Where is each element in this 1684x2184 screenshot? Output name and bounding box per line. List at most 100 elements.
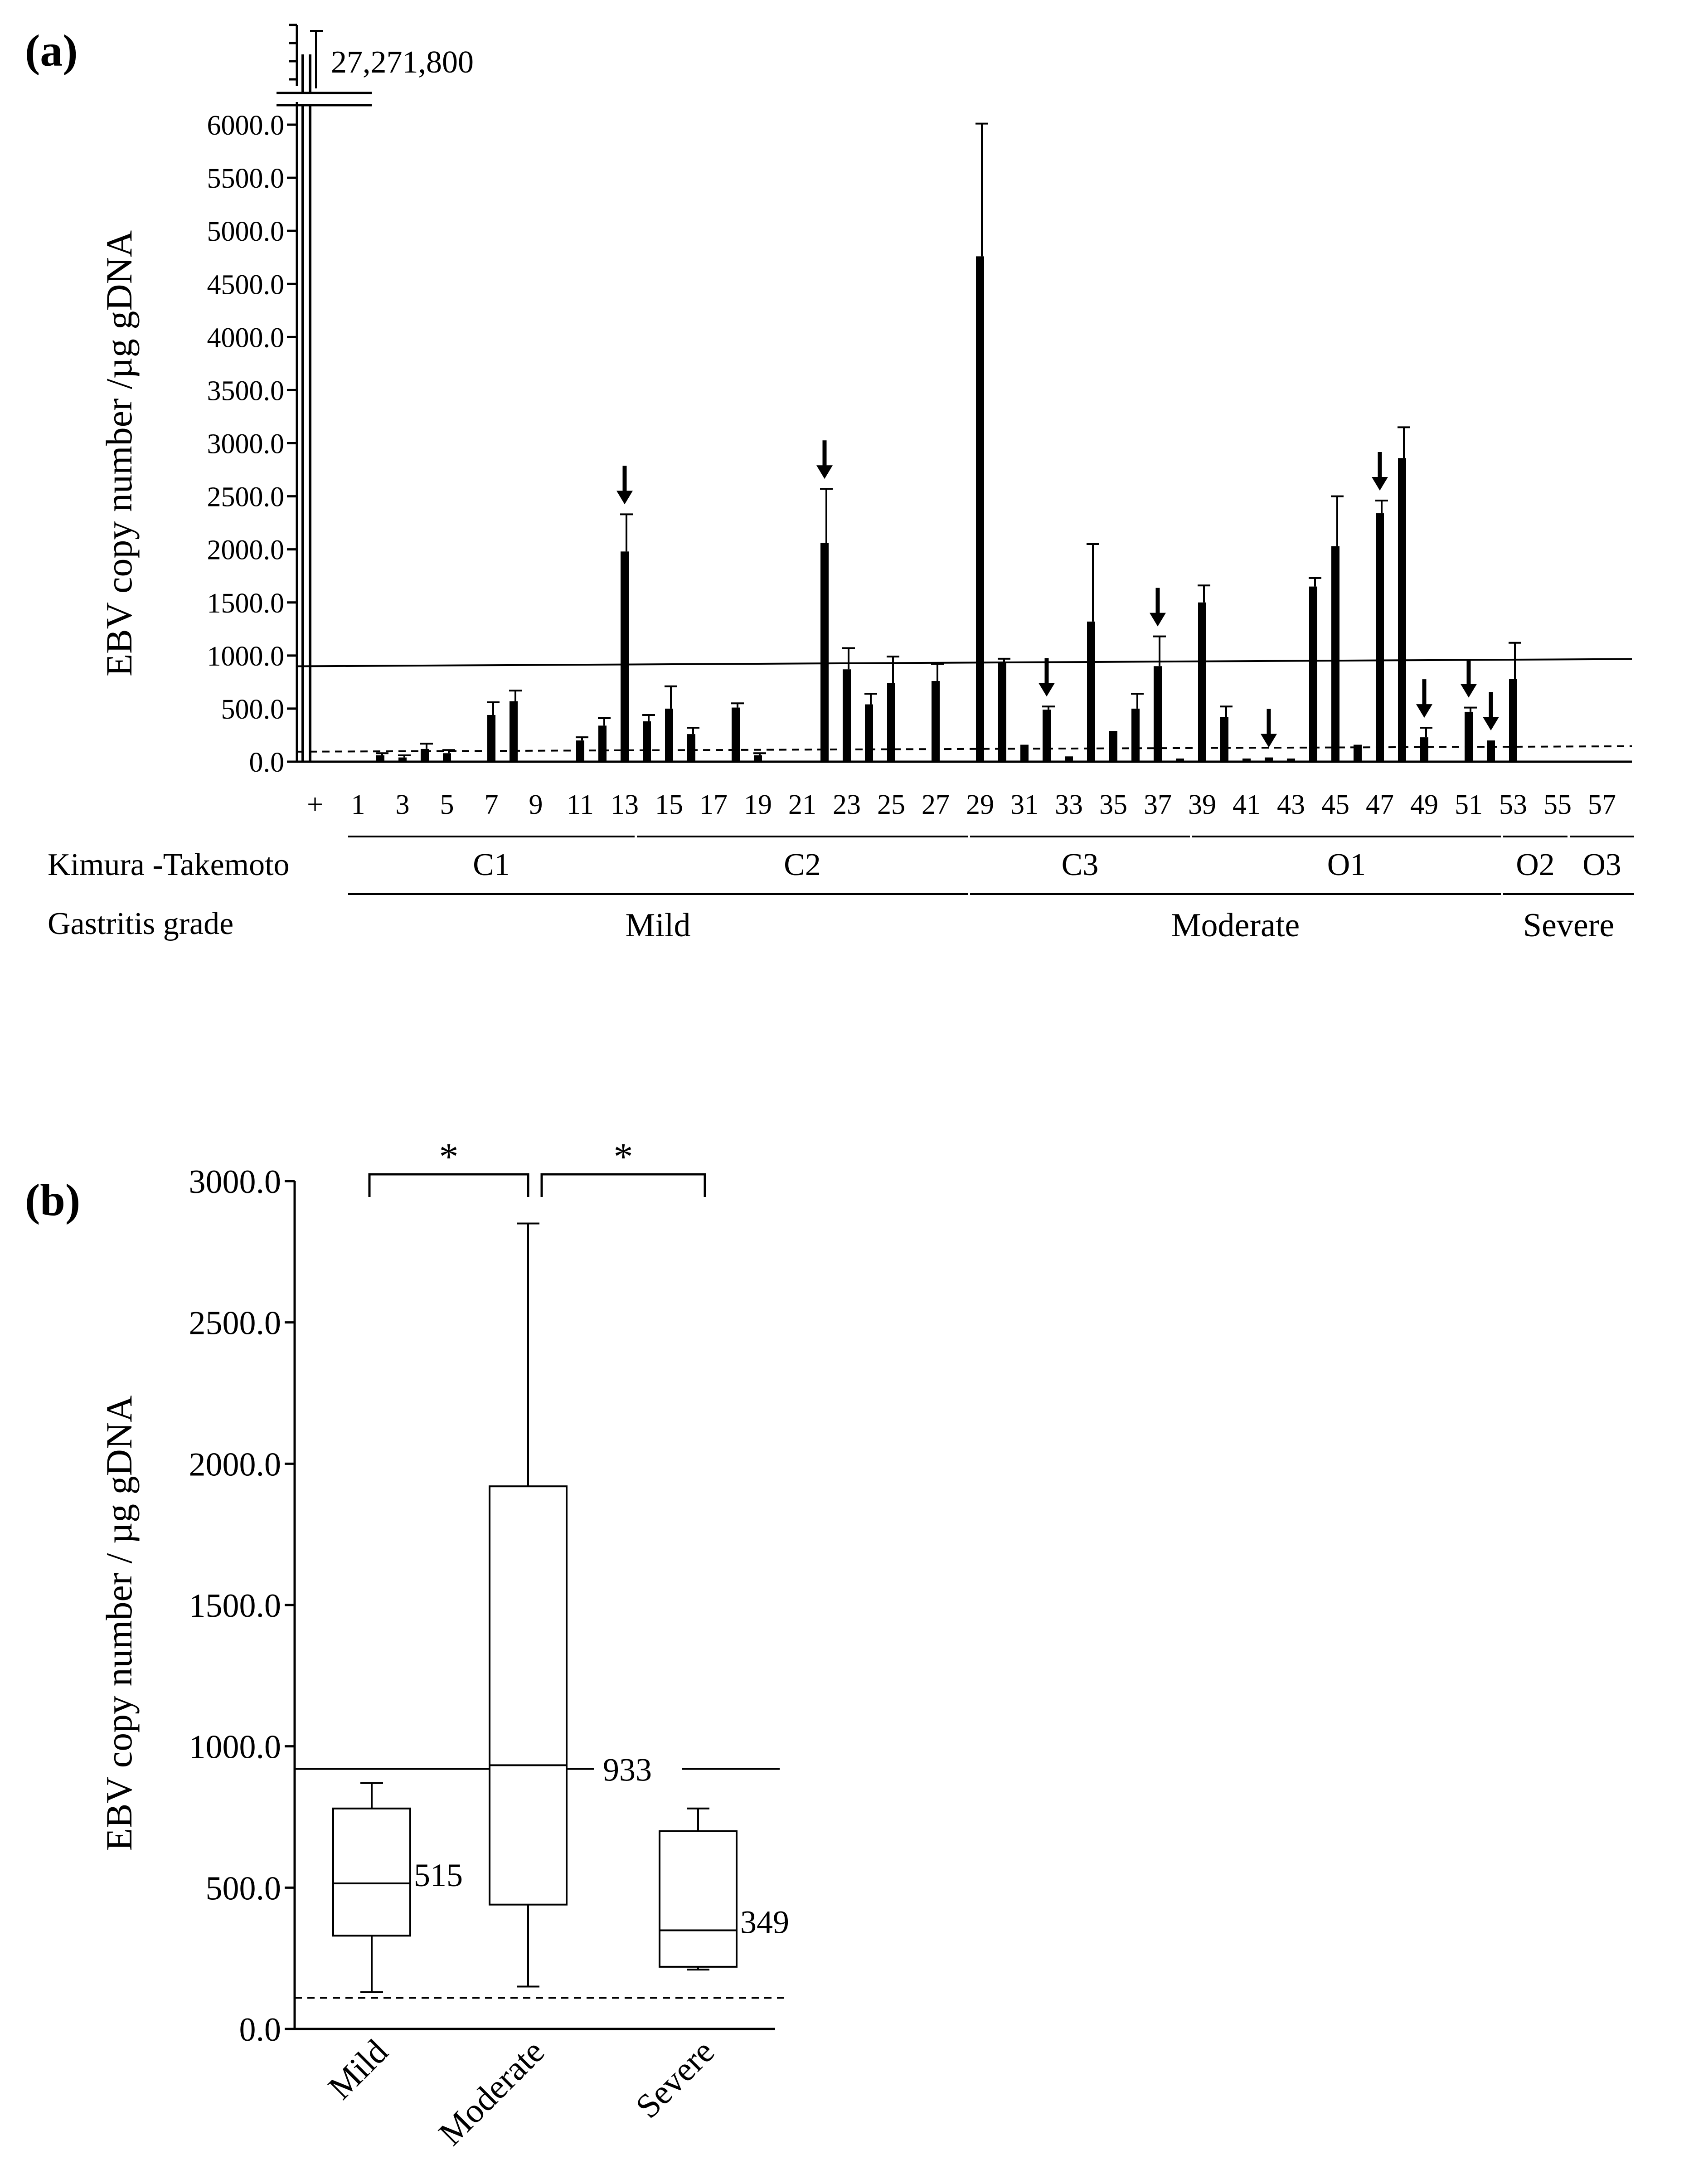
- classification-label: O1: [1327, 847, 1366, 882]
- x-tick-label: 37: [1144, 789, 1172, 820]
- bar: [532, 760, 540, 762]
- x-tick-labels-a: 1 3 5 7 9 11 13 15 17 19 21 23 25 27 29 31 33 35 37 39 41 43 4…: [351, 789, 1616, 820]
- y-axis-title-a: EBV copy number /µg gDNA: [98, 230, 140, 676]
- bar: [1154, 666, 1162, 762]
- x-tick-label: 31: [1010, 789, 1039, 820]
- x-tick-label: 17: [699, 789, 728, 820]
- y-tick-label: 1000.0: [207, 641, 285, 672]
- bar: [1265, 757, 1273, 762]
- y-tick-label: 1500.0: [207, 588, 285, 619]
- threshold-solid-line: [296, 658, 1632, 667]
- bar: [732, 707, 740, 762]
- bars-a: [354, 122, 1628, 762]
- arrow-marker-head: [1461, 684, 1477, 698]
- bar: [1576, 760, 1584, 762]
- y-axis-ticks-a: 0.0 500.0 1000.0 1500.0 2000.0 2500.0 3000.0 35…: [207, 110, 297, 778]
- significance-bracket: [540, 1173, 706, 1197]
- bar: [1331, 546, 1339, 762]
- arrow-marker-head: [616, 491, 633, 505]
- classification-label: O2: [1516, 847, 1555, 882]
- y-tick-label: 5500.0: [207, 163, 285, 194]
- y-tick-label: 2500.0: [189, 1305, 281, 1342]
- bar: [1131, 708, 1140, 762]
- median-label: 515: [414, 1857, 463, 1893]
- bar: [576, 740, 584, 762]
- bar: [1376, 513, 1384, 762]
- bar: [954, 760, 962, 762]
- x-category-label: Severe: [628, 2033, 722, 2126]
- significance-bracket: [368, 1173, 529, 1197]
- x-tick-label: 47: [1366, 789, 1394, 820]
- y-tick-label: 2000.0: [207, 535, 285, 566]
- x-tick-label: 21: [788, 789, 816, 820]
- box: [332, 1807, 411, 1937]
- panel-a-label: (a): [25, 25, 78, 76]
- x-tick-label: 29: [966, 789, 994, 820]
- bar: [909, 760, 917, 762]
- bar: [932, 681, 940, 762]
- x-tick-label: 33: [1055, 789, 1083, 820]
- threshold-dashed-line: [296, 745, 1632, 753]
- axes-b: [293, 1181, 775, 2030]
- grade-title: Gastritis grade: [48, 906, 233, 941]
- bar: [398, 757, 407, 762]
- x-tick-label: 45: [1321, 789, 1349, 820]
- bar: [376, 755, 384, 762]
- x-tick-label: 15: [655, 789, 683, 820]
- x-tick-label: 49: [1410, 789, 1438, 820]
- significance-brackets: * *: [368, 1135, 706, 1197]
- y-tick-label: 500.0: [206, 1870, 281, 1907]
- classification-label: C3: [1062, 847, 1099, 882]
- group-annotations: C1 C2 C3 O1 O2 O3 Mild Moderate Severe: [348, 836, 1634, 944]
- x-tick-label: 27: [922, 789, 950, 820]
- positive-control-label: +: [307, 788, 323, 820]
- arrow-marker-head: [1416, 704, 1432, 718]
- bar: [1553, 760, 1562, 762]
- x-category-labels-b: Mild Moderate Severe: [321, 2033, 722, 2153]
- x-tick-label: 19: [744, 789, 772, 820]
- y-axis-ticks-b: 0.0 500.0 1000.0 1500.0 2000.0 2500.0 3000.0: [189, 1163, 295, 2048]
- bar: [665, 708, 673, 762]
- x-tick-label: 25: [877, 789, 905, 820]
- x-tick-label: 1: [351, 789, 365, 820]
- y-tick-label: 2000.0: [189, 1446, 281, 1483]
- x-tick-label: 55: [1543, 789, 1572, 820]
- bar: [1220, 717, 1228, 762]
- y-tick-label: 0.0: [249, 747, 285, 778]
- bar: [998, 662, 1006, 762]
- bar: [865, 704, 873, 762]
- bar: [1242, 758, 1251, 762]
- bar: [843, 669, 851, 762]
- bar: [1043, 710, 1051, 762]
- bar: [1531, 760, 1539, 762]
- x-tick-label: 35: [1099, 789, 1127, 820]
- classification-title: Kimura -Takemoto: [48, 847, 290, 882]
- bar: [1109, 731, 1117, 762]
- y-tick-label: 6000.0: [207, 110, 285, 141]
- boxes-b: 515 933 349: [332, 1222, 789, 1993]
- x-tick-label: 7: [485, 789, 499, 820]
- box: [659, 1830, 738, 1968]
- bar: [1287, 758, 1295, 762]
- bar: [1487, 740, 1495, 762]
- x-tick-label: 57: [1588, 789, 1616, 820]
- bar: [510, 701, 518, 762]
- bar: [1420, 737, 1428, 762]
- arrow-marker-head: [1150, 613, 1166, 627]
- bar: [887, 683, 895, 762]
- panel-b-label: (b): [25, 1175, 80, 1225]
- panel-a-bar-chart: (a) EBV copy number /µg gDNA 0.0 500.0 100…: [25, 24, 1634, 944]
- bar: [1176, 758, 1184, 762]
- y-tick-label: 4000.0: [207, 322, 285, 353]
- bar: [754, 755, 762, 762]
- arrow-marker-head: [1039, 683, 1055, 697]
- arrow-marker-head: [1483, 717, 1499, 731]
- bar: [1620, 760, 1628, 762]
- y-tick-label: 500.0: [221, 694, 285, 725]
- x-tick-label: 39: [1188, 789, 1216, 820]
- bar: [1354, 744, 1362, 762]
- arrow-marker-head: [1261, 734, 1277, 748]
- y-tick-label: 1500.0: [189, 1587, 281, 1625]
- x-tick-label: 5: [440, 789, 454, 820]
